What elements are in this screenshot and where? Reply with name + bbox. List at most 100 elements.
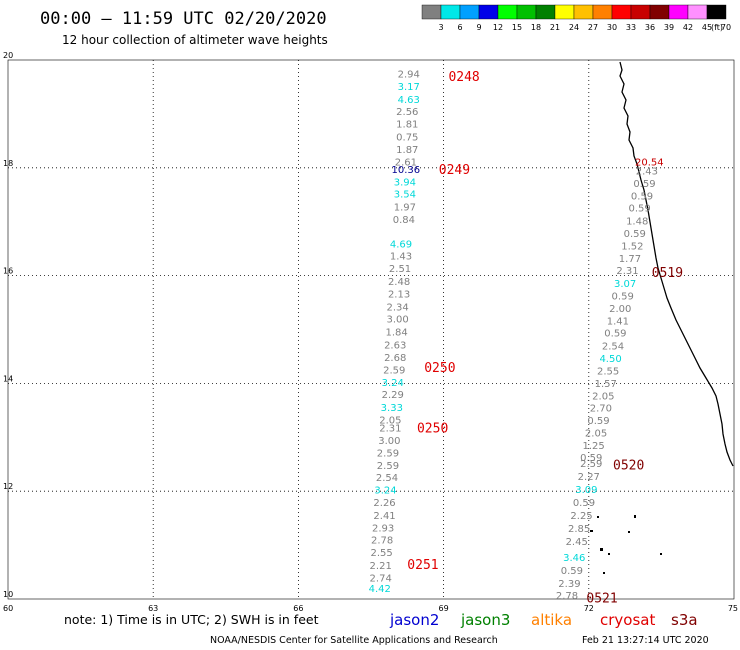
latitude-tick-label: 14 — [3, 374, 13, 383]
wave-height-value: 2.29 — [382, 390, 404, 401]
wave-height-value: 2.21 — [370, 561, 392, 572]
map-grid — [8, 60, 734, 599]
wave-height-value: 2.74 — [370, 573, 392, 584]
color-scale-label: 27 — [588, 23, 598, 32]
credit-left: NOAA/NESDIS Center for Satellite Applica… — [210, 635, 498, 646]
wave-height-value: 3.54 — [394, 190, 416, 201]
wave-height-value: 0.75 — [396, 133, 418, 144]
wave-height-value: 0.59 — [580, 453, 602, 464]
wave-height-value: 2.63 — [384, 341, 406, 352]
color-scale-legend: 3 6 9 12 15 18 21 24 27 30 33 36 39 42 45 70 — [421, 4, 731, 32]
color-scale-swatch — [573, 4, 594, 20]
wave-height-value: 2.93 — [372, 523, 394, 534]
color-scale-label: 6 — [457, 23, 462, 32]
wave-height-value: 2.94 — [398, 69, 420, 80]
wave-height-value: 3.00 — [378, 436, 400, 447]
longitude-tick-label: 66 — [293, 604, 303, 613]
satellite-legend-item: jason2 — [389, 611, 439, 629]
color-scale-swatch — [611, 4, 632, 20]
color-scale-label: 15 — [512, 23, 522, 32]
satellite-legend-item: s3a — [671, 611, 698, 629]
color-scale-swatch — [497, 4, 518, 20]
wave-height-value: 2.70 — [590, 404, 612, 415]
wave-height-value: 2.05 — [592, 391, 614, 402]
color-scale-label: 18 — [531, 23, 541, 32]
credit-timestamp: Feb 21 13:27:14 UTC 2020 — [582, 635, 709, 646]
map-title: 00:00 – 11:59 UTC 02/20/2020 — [40, 9, 327, 29]
wave-height-value: 0.59 — [624, 229, 646, 240]
island-mark — [597, 516, 599, 518]
units-note: note: 1) Time is in UTC; 2) SWH is in fe… — [64, 612, 319, 627]
wave-height-value: 4.63 — [398, 95, 420, 106]
wave-height-value: 2.54 — [376, 473, 398, 484]
wave-height-value: 0.59 — [561, 566, 583, 577]
wave-height-value: 2.59 — [580, 459, 602, 470]
wave-height-value: 2.56 — [396, 107, 418, 118]
color-scale-swatch — [592, 4, 613, 20]
wave-height-value: 2.00 — [609, 304, 631, 315]
wave-height-value: 0.59 — [573, 498, 595, 509]
wave-height-value: 0.59 — [587, 416, 609, 427]
wave-height-value: 1.48 — [626, 217, 648, 228]
color-scale-swatch — [554, 4, 575, 20]
satellite-legend-item: altika — [531, 611, 572, 629]
wave-height-value: 2.55 — [371, 548, 393, 559]
longitude-tick-label: 63 — [148, 604, 158, 613]
wave-height-value: 3.07 — [614, 279, 636, 290]
pass-label: 0248 — [448, 70, 479, 85]
wave-height-value: 4.50 — [599, 354, 621, 365]
island-mark — [628, 531, 630, 533]
wave-height-value: 2.31 — [616, 266, 638, 277]
wave-height-value: 1.25 — [583, 441, 605, 452]
latitude-tick-label: 20 — [3, 51, 13, 60]
pass-label: 0519 — [652, 266, 683, 281]
wave-height-value: 2.59 — [383, 365, 405, 376]
wave-height-value: 3.00 — [386, 315, 408, 326]
color-scale-swatch — [706, 4, 727, 20]
wave-height-value: 0.59 — [628, 204, 650, 215]
color-scale-label: 36 — [645, 23, 655, 32]
color-scale-swatch — [668, 4, 689, 20]
wave-height-value: 1.84 — [386, 328, 408, 339]
wave-height-value: 2.13 — [388, 289, 410, 300]
color-scale-unit: (ft) — [711, 23, 723, 32]
color-scale-label: 33 — [626, 23, 636, 32]
wave-height-value: 3.17 — [398, 82, 420, 93]
color-scale-swatch — [440, 4, 461, 20]
pass-label: 0250 — [424, 361, 455, 376]
color-scale-label: 70 — [721, 23, 731, 32]
color-scale-swatch — [516, 4, 537, 20]
wave-height-value: 2.31 — [379, 424, 401, 435]
wave-height-value: 1.81 — [396, 120, 418, 131]
island-mark — [608, 553, 610, 555]
wave-height-value: 3.09 — [575, 485, 597, 496]
wave-height-value: 2.51 — [389, 264, 411, 275]
wave-height-value: 1.43 — [390, 252, 412, 263]
longitude-tick-label: 60 — [3, 604, 13, 613]
wave-height-value: 3.24 — [374, 486, 396, 497]
island-mark — [660, 553, 662, 555]
satellite-legend-item: jason3 — [460, 611, 510, 629]
island-mark — [600, 548, 603, 551]
wave-height-value: 2.26 — [373, 498, 395, 509]
satellite-legend-item: cryosat — [600, 611, 655, 629]
wave-height-value: 0.59 — [633, 179, 655, 190]
island-mark — [603, 572, 605, 574]
color-scale-swatch — [649, 4, 670, 20]
wave-height-value: 2.78 — [371, 536, 393, 547]
map-tick-labels: 60 63 66 69 72 75 10 12 14 16 18 20 — [3, 51, 738, 613]
pass-labels: 0248 0249 0250 0250 0251 0519 0520 0521 — [407, 70, 683, 606]
wave-height-value: 1.87 — [396, 145, 418, 156]
pass-label: 0250 — [417, 422, 448, 437]
color-scale-label: 12 — [493, 23, 503, 32]
pass-label: 0520 — [613, 458, 644, 473]
wave-height-value: 2.85 — [568, 524, 590, 535]
color-scale-label: 45 — [702, 23, 712, 32]
wave-height-value: 0.59 — [604, 329, 626, 340]
wave-height-value: 10.36 — [392, 165, 421, 176]
color-scale-swatch — [478, 4, 499, 20]
coastline — [619, 61, 734, 467]
wave-height-value: 2.68 — [384, 353, 406, 364]
wave-height-value: 20.54 — [635, 157, 664, 168]
